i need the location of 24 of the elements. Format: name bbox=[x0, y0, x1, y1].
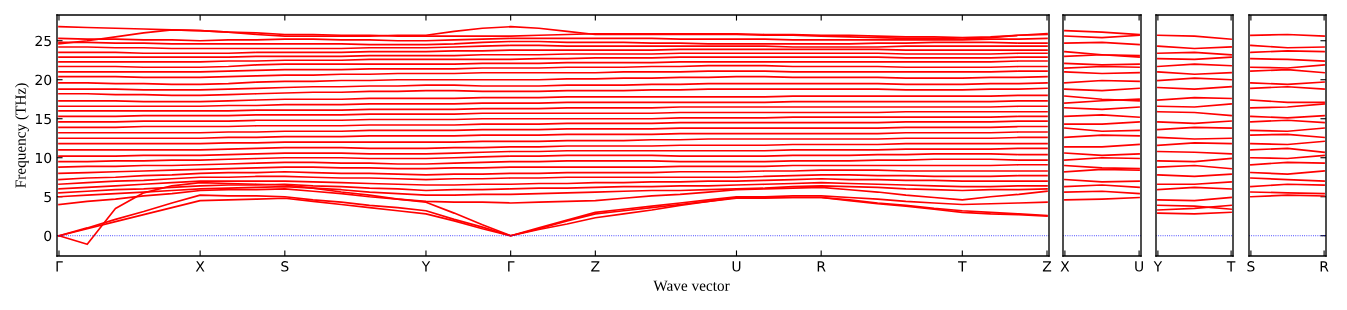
y-tick-label: 10 bbox=[35, 152, 52, 164]
x-tick-label: Z bbox=[1042, 261, 1052, 272]
x-tick-label: S bbox=[281, 261, 289, 272]
x-tick-label: Γ bbox=[56, 261, 63, 272]
x-tick-label: Γ bbox=[508, 261, 515, 272]
x-tick-label: X bbox=[1060, 261, 1070, 272]
x-tick-label: T bbox=[958, 261, 967, 272]
x-tick-label: T bbox=[1226, 261, 1236, 272]
y-tick-label: 0 bbox=[44, 230, 52, 242]
y-axis-title: Frequency (THz) bbox=[15, 83, 29, 188]
x-tick-label: Z bbox=[591, 261, 600, 272]
y-tick-label: 5 bbox=[44, 191, 51, 203]
y-tick-label: 15 bbox=[35, 113, 51, 125]
x-tick-label: X bbox=[195, 261, 205, 272]
x-tick-label: U bbox=[732, 261, 741, 272]
y-tick-label: 25 bbox=[35, 35, 51, 47]
x-tick-label: R bbox=[1320, 261, 1329, 272]
x-axis-title: Wave vector bbox=[653, 280, 730, 291]
x-tick-label: Y bbox=[421, 261, 431, 272]
x-tick-label: S bbox=[1247, 261, 1255, 272]
x-tick-label: Y bbox=[1153, 261, 1163, 272]
x-tick-label: R bbox=[817, 261, 826, 272]
y-tick-label: 20 bbox=[35, 74, 52, 86]
x-tick-label: U bbox=[1135, 261, 1143, 272]
